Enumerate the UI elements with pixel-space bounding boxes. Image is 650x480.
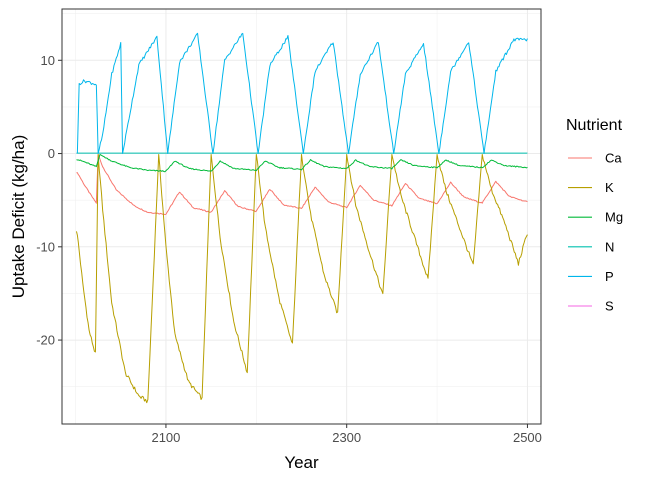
- legend-label-p: P: [605, 269, 614, 284]
- plot-border: [61, 8, 542, 425]
- series-lines: [75, 32, 528, 404]
- x-axis-title: Year: [284, 453, 319, 472]
- legend-label-ca: Ca: [605, 151, 622, 166]
- axes: 2100 2300 2500 10 0 -10 -20: [36, 8, 542, 445]
- legend: Nutrient Ca K Mg NPS: [566, 117, 623, 314]
- x-tick-label: 2500: [513, 430, 542, 445]
- legend-title: Nutrient: [566, 117, 623, 134]
- y-tick-label: -10: [36, 239, 55, 254]
- series-line-mg: [76, 153, 528, 173]
- y-axis-title: Uptake Deficit (kg/ha): [9, 135, 28, 298]
- legend-label-n: N: [605, 239, 614, 254]
- plot-panel: [62, 9, 541, 424]
- series-line-k: [75, 153, 528, 404]
- y-tick-label: 0: [48, 146, 55, 161]
- legend-items: Ca K Mg NPS: [568, 151, 623, 314]
- series-line-p: [76, 32, 528, 155]
- legend-label-mg: Mg: [605, 210, 623, 225]
- legend-label-k: K: [605, 180, 614, 195]
- x-tick-label: 2300: [332, 430, 361, 445]
- series-line-ca: [76, 153, 528, 216]
- x-tick-label: 2100: [151, 430, 180, 445]
- y-tick-label: -20: [36, 333, 55, 348]
- y-tick-label: 10: [41, 53, 55, 68]
- grid: [62, 9, 541, 424]
- legend-label-s: S: [605, 299, 614, 314]
